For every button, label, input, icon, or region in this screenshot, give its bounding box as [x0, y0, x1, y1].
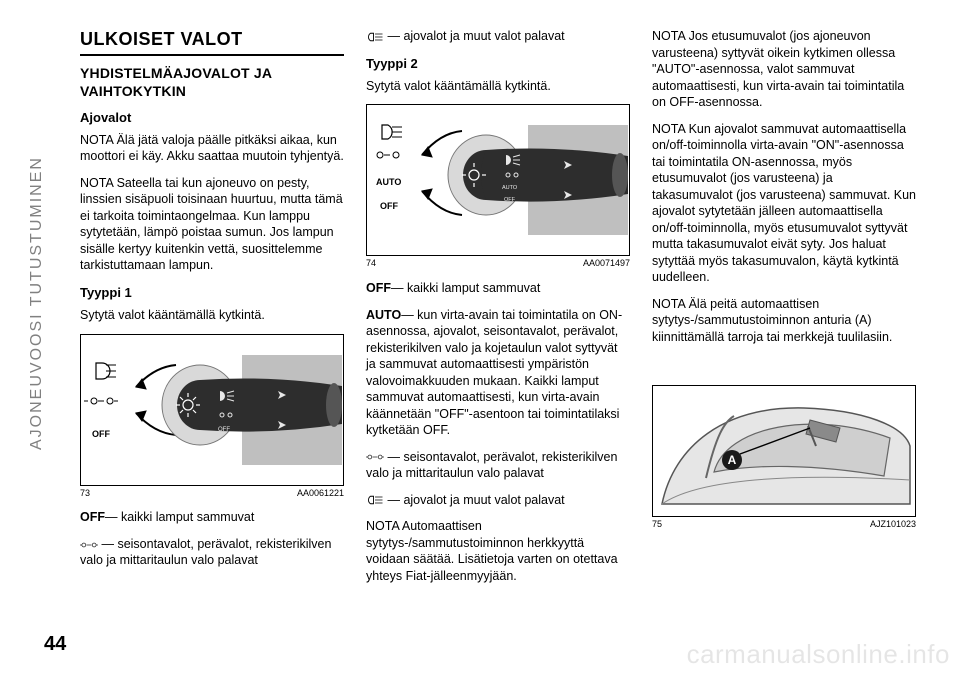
- headlights-icon: [366, 31, 384, 43]
- figure-73-caption: 73 AA0061221: [80, 488, 344, 500]
- fig-num: 73: [80, 488, 90, 500]
- off-label: OFF: [366, 281, 391, 295]
- para-text: — kaikki lamput sammuvat: [105, 510, 254, 524]
- fig-code: AJZ101023: [870, 519, 916, 531]
- fig-code: AA0071497: [583, 258, 630, 270]
- para: Sytytä valot kääntämällä kytkintä.: [366, 78, 630, 95]
- para: NOTA Älä jätä valoja päälle pitkäksi aik…: [80, 132, 344, 165]
- para: OFF— kaikki lamput sammuvat: [80, 509, 344, 526]
- para: OFF— kaikki lamput sammuvat: [366, 280, 630, 297]
- svg-text:OFF: OFF: [504, 197, 516, 203]
- figure-74: AUTO OFF: [366, 104, 630, 256]
- fig73-off-label: OFF: [92, 429, 110, 439]
- para-text: — seisontavalot, perävalot, rekisterikil…: [366, 450, 617, 481]
- column-2: — ajovalot ja muut valot palavat Tyyppi …: [366, 28, 630, 618]
- content-columns: ULKOISET VALOT YHDISTELMÄAJOVALOT JA VAI…: [80, 28, 916, 618]
- parking-lights-icon: [366, 451, 384, 463]
- para: NOTA Kun ajovalot sammuvat automaattisel…: [652, 121, 916, 286]
- para: — ajovalot ja muut valot palavat: [366, 28, 630, 45]
- para-text: — ajovalot ja muut valot palavat: [384, 29, 565, 43]
- para-text: — kun virta-avain tai toimintatila on ON…: [366, 308, 622, 438]
- page: AJONEUVOOSI TUTUSTUMINEN ULKOISET VALOT …: [0, 0, 960, 678]
- para: AUTO— kun virta-avain tai toimintatila o…: [366, 307, 630, 439]
- para: — seisontavalot, perävalot, rekisterikil…: [366, 449, 630, 482]
- para-text: — ajovalot ja muut valot palavat: [384, 493, 565, 507]
- fig-num: 74: [366, 258, 376, 270]
- svg-text:AUTO: AUTO: [502, 185, 518, 191]
- watermark: carmanualsonline.info: [687, 639, 950, 670]
- fig74-auto-label: AUTO: [376, 177, 401, 187]
- fig74-off-label: OFF: [380, 201, 398, 211]
- column-1: ULKOISET VALOT YHDISTELMÄAJOVALOT JA VAI…: [80, 28, 344, 618]
- heading-3-ajovalot: Ajovalot: [80, 109, 344, 126]
- para-text: — seisontavalot, perävalot, rekisterikil…: [80, 537, 331, 568]
- svg-text:OFF: OFF: [218, 427, 230, 433]
- off-label: OFF: [80, 510, 105, 524]
- para: NOTA Älä peitä automaattisen sytytys-/sa…: [652, 296, 916, 346]
- heading-1: ULKOISET VALOT: [80, 28, 344, 56]
- figure-74-caption: 74 AA0071497: [366, 258, 630, 270]
- fig-num: 75: [652, 519, 662, 531]
- para: NOTA Automaattisen sytytys-/sammutustoim…: [366, 518, 630, 584]
- column-3: NOTA Jos etusumuvalot (jos ajoneuvon var…: [652, 28, 916, 618]
- figure-75-caption: 75 AJZ101023: [652, 519, 916, 531]
- headlights-icon: [366, 494, 384, 506]
- figure-73: OFF: [80, 334, 344, 486]
- para: Sytytä valot kääntämällä kytkintä.: [80, 307, 344, 324]
- para: NOTA Jos etusumuvalot (jos ajoneuvon var…: [652, 28, 916, 111]
- heading-3-tyyppi2: Tyyppi 2: [366, 55, 630, 72]
- fig75-marker-a: A: [728, 453, 737, 467]
- heading-3-tyyppi1: Tyyppi 1: [80, 284, 344, 301]
- para: — seisontavalot, perävalot, rekisterikil…: [80, 536, 344, 569]
- heading-2: YHDISTELMÄAJOVALOT JA VAIHTOKYTKIN: [80, 64, 344, 101]
- auto-label: AUTO: [366, 308, 401, 322]
- figure-75-svg: A: [653, 386, 915, 516]
- para: NOTA Sateella tai kun ajoneuvo on pesty,…: [80, 175, 344, 274]
- page-number: 44: [44, 633, 66, 656]
- para: — ajovalot ja muut valot palavat: [366, 492, 630, 509]
- figure-74-svg: AUTO OFF: [367, 105, 629, 255]
- para-text: — kaikki lamput sammuvat: [391, 281, 540, 295]
- fig-code: AA0061221: [297, 488, 344, 500]
- side-tab-label: AJONEUVOOSI TUTUSTUMINEN: [28, 30, 54, 450]
- spacer: [652, 355, 916, 381]
- figure-75: A: [652, 385, 916, 517]
- figure-73-svg: OFF: [81, 335, 343, 485]
- parking-lights-icon: [80, 539, 98, 551]
